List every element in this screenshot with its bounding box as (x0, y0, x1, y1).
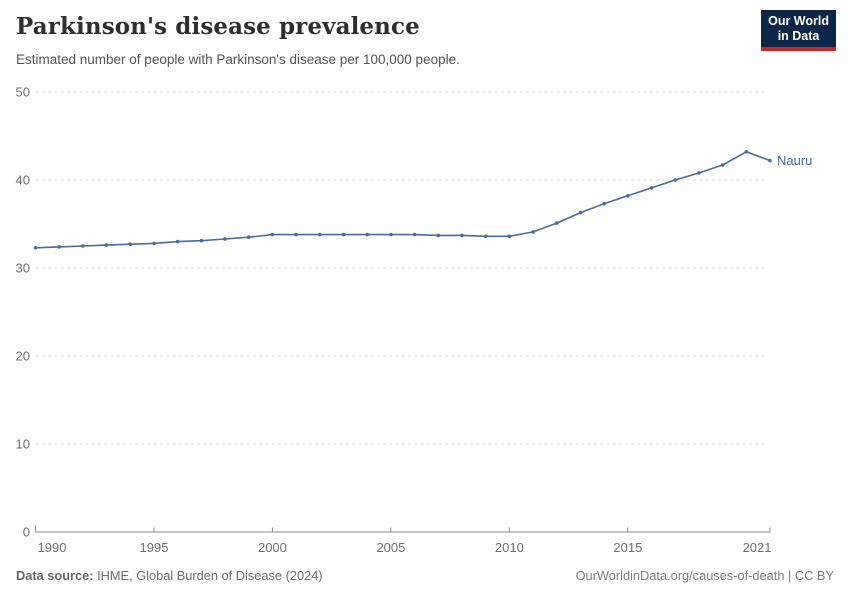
data-point[interactable] (57, 245, 61, 249)
data-point[interactable] (507, 234, 512, 239)
chart-subtitle: Estimated number of people with Parkinso… (16, 52, 460, 67)
x-tick-label: 2015 (613, 540, 642, 555)
series-label-nauru[interactable]: Nauru (777, 153, 812, 168)
credit-link[interactable]: OurWorldinData.org/causes-of-death | CC … (575, 568, 834, 583)
owid-logo-line1: Our World (768, 14, 829, 28)
data-point[interactable] (318, 232, 322, 237)
chart-footer: Data source: IHME, Global Burden of Dise… (16, 568, 834, 583)
y-tick-label: 10 (16, 437, 30, 452)
x-tick-label: 2021 (743, 540, 772, 555)
owid-logo-line2: in Data (777, 29, 820, 43)
data-point[interactable] (104, 243, 109, 247)
data-point[interactable] (460, 233, 464, 238)
data-point[interactable] (697, 171, 701, 175)
data-point[interactable] (175, 239, 180, 244)
data-point[interactable] (223, 237, 227, 241)
data-point[interactable] (152, 241, 156, 246)
data-point[interactable] (365, 232, 370, 237)
data-point[interactable] (199, 238, 204, 243)
x-tick-label: 2005 (376, 540, 405, 555)
data-point[interactable] (436, 233, 441, 238)
data-point[interactable] (81, 244, 85, 248)
data-point[interactable] (626, 194, 630, 198)
data-point[interactable] (294, 232, 298, 237)
y-tick-label: 50 (16, 85, 30, 100)
x-tick-label: 1995 (140, 540, 169, 555)
data-point[interactable] (744, 150, 749, 154)
data-point[interactable] (389, 232, 393, 237)
data-source: Data source: IHME, Global Burden of Dise… (16, 568, 323, 583)
y-tick-label: 40 (16, 173, 30, 188)
x-tick-label: 2000 (258, 540, 287, 555)
data-point[interactable] (483, 234, 488, 239)
data-point[interactable] (531, 230, 535, 234)
x-tick-label: 2010 (495, 540, 524, 555)
data-point[interactable] (412, 232, 417, 237)
x-tick-label: 1990 (38, 540, 67, 555)
data-point[interactable] (720, 163, 725, 167)
page-title: Parkinson's disease prevalence (16, 13, 420, 40)
data-point[interactable] (555, 221, 559, 225)
y-tick-label: 30 (16, 261, 30, 276)
data-point[interactable] (246, 235, 251, 239)
owid-logo[interactable]: Our World in Data (761, 10, 836, 51)
trend-line[interactable] (34, 151, 771, 249)
y-tick-label: 20 (16, 349, 30, 364)
data-point[interactable] (602, 202, 606, 206)
y-tick-label: 0 (23, 525, 30, 540)
data-source-text: IHME, Global Burden of Disease (2024) (97, 568, 323, 583)
data-source-label: Data source: (16, 568, 94, 583)
data-point[interactable] (341, 232, 346, 237)
data-point[interactable] (270, 232, 275, 237)
data-point[interactable] (33, 246, 38, 250)
data-point[interactable] (673, 178, 677, 182)
data-point[interactable] (578, 210, 583, 215)
data-point[interactable] (649, 186, 654, 190)
data-point[interactable] (768, 158, 772, 163)
data-point[interactable] (128, 242, 133, 246)
